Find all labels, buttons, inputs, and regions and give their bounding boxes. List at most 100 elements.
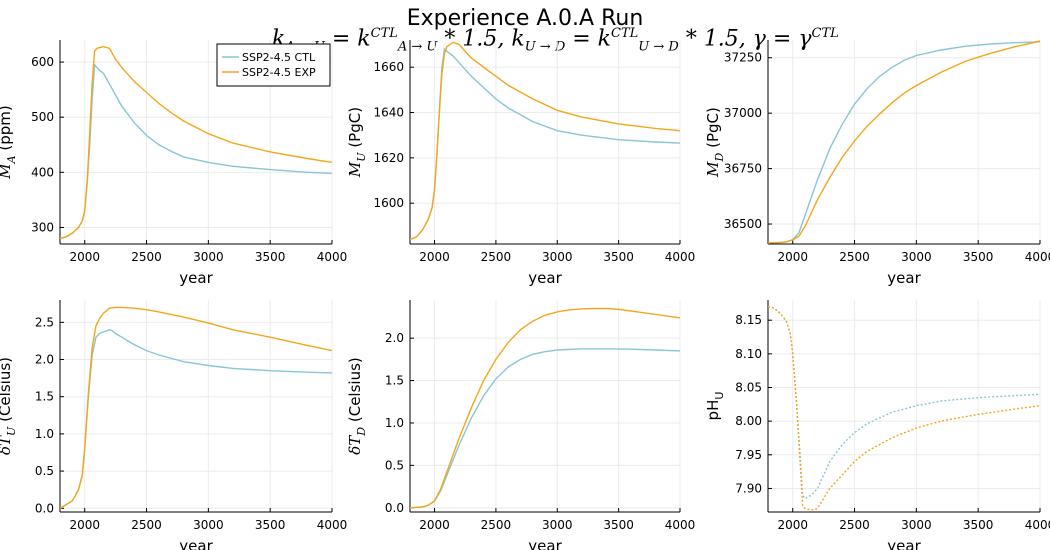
y-tick-label: 7.95	[735, 448, 762, 462]
legend-box	[216, 43, 331, 87]
y-tick-label: 1.5	[35, 390, 54, 404]
series-line-exp	[768, 40, 1040, 244]
x-tick-label: 4000	[317, 250, 348, 264]
subplot-6: 2000 2500 3000 3500 4000 7.90 7.95 8.00 8.05 8.10…	[704, 300, 1050, 550]
x-tick-label: 2000	[69, 250, 100, 264]
x-tick-label: 3000	[542, 250, 573, 264]
x-tick-label: 4000	[665, 518, 696, 532]
x-tick-label: 4000	[1025, 250, 1050, 264]
x-tick-label: 2000	[69, 518, 100, 532]
series-line-exp	[60, 45, 332, 240]
y-tick-label: 36750	[724, 162, 762, 176]
series-line-exp	[410, 41, 680, 241]
x-tick-label: 4000	[1025, 518, 1050, 532]
x-tick-label: 2500	[839, 518, 870, 532]
x-tick-label: 2500	[839, 250, 870, 264]
series-line-ctl	[60, 329, 332, 509]
series-line-ctl	[768, 306, 1040, 500]
formula-eq2: = k	[565, 26, 612, 52]
y-tick-label: 1.0	[385, 416, 404, 430]
x-tick-label: 3500	[603, 250, 634, 264]
formula-g-sup: CTL	[811, 26, 839, 41]
y-tick-label: 8.00	[735, 414, 762, 428]
formula-mult1: * 1.5, k	[437, 26, 525, 52]
x-tick-label: 3500	[255, 250, 286, 264]
y-tick-label: 7.90	[735, 481, 762, 495]
formula-eq1: = k	[324, 26, 371, 52]
formula-k2r-sup: CTL	[611, 26, 639, 41]
x-tick-label: 3000	[193, 250, 224, 264]
y-tick-label: 1620	[373, 151, 404, 165]
x-axis-label: year	[528, 537, 562, 550]
x-axis-label: year	[179, 269, 213, 287]
x-tick-label: 3000	[901, 250, 932, 264]
x-tick-label: 2000	[419, 518, 450, 532]
y-tick-label: 0.0	[35, 501, 54, 515]
y-tick-label: 2.0	[35, 353, 54, 367]
series-line-ctl	[410, 348, 680, 509]
x-tick-label: 2500	[131, 518, 162, 532]
y-tick-label: 2.0	[385, 331, 404, 345]
x-tick-label: 2500	[481, 518, 512, 532]
y-axis-label: δTD (Celsius)	[346, 357, 368, 455]
y-tick-label: 0.5	[35, 464, 54, 478]
formula-k1r-sub: A → U	[397, 39, 438, 55]
x-tick-label: 2500	[481, 250, 512, 264]
y-tick-label: 37000	[724, 106, 762, 120]
subplot-3: 2000 2500 3000 3500 4000 36500 36750 37000 37250…	[704, 40, 1050, 287]
x-tick-label: 3500	[963, 518, 994, 532]
subplot-5: 2000 2500 3000 3500 4000 0.0 0.5 1.0 1.5 2.0 year δ…	[346, 300, 695, 550]
x-axis-label: year	[179, 537, 213, 550]
series-line-exp	[410, 307, 680, 509]
x-axis-label: year	[887, 537, 921, 550]
y-tick-label: 1600	[373, 196, 404, 210]
x-tick-label: 2000	[419, 250, 450, 264]
subplot-4: 2000 2500 3000 3500 4000 0.0 0.5 1.0 1.5 2.0 2.5 ye…	[0, 300, 347, 550]
series-line-ctl	[60, 63, 332, 240]
x-tick-label: 2000	[777, 250, 808, 264]
y-tick-label: 1.5	[385, 374, 404, 388]
x-tick-label: 4000	[665, 250, 696, 264]
x-tick-label: 2000	[777, 518, 808, 532]
y-tick-label: 8.05	[735, 380, 762, 394]
x-tick-label: 3500	[603, 518, 634, 532]
y-axis-label: δTU (Celsius)	[0, 357, 18, 455]
y-tick-label: 1.0	[35, 427, 54, 441]
y-tick-label: 2.5	[35, 315, 54, 329]
formula-k2r-sub: U → D	[638, 39, 679, 55]
y-tick-label: 0.0	[385, 501, 404, 515]
y-tick-label: 1640	[373, 106, 404, 120]
y-tick-label: 36500	[724, 217, 762, 231]
legend-label: SSP2-4.5 EXP	[242, 66, 316, 79]
y-tick-label: 1660	[373, 60, 404, 74]
y-tick-label: 0.5	[385, 458, 404, 472]
series-line-ctl	[410, 47, 680, 241]
x-tick-label: 3000	[542, 518, 573, 532]
y-tick-label: 37250	[724, 51, 762, 65]
subplot-1: 2000 2500 3000 3500 4000 300 400 500 600 year MA (…	[0, 40, 347, 287]
y-tick-label: 8.15	[735, 313, 762, 327]
y-tick-label: 600	[31, 55, 54, 69]
x-axis-label: year	[887, 269, 921, 287]
series-line-exp	[768, 306, 1040, 511]
x-tick-label: 3000	[193, 518, 224, 532]
series-line-exp	[60, 306, 332, 509]
y-axis-label: MD (PgC)	[704, 107, 726, 178]
x-tick-label: 3500	[963, 250, 994, 264]
chart-subtitle-formula: kA → U = kCTLA → U * 1.5, kU → D = kCTLU…	[272, 26, 839, 55]
y-tick-label: 8.10	[735, 347, 762, 361]
x-tick-label: 2500	[131, 250, 162, 264]
x-tick-label: 4000	[317, 518, 348, 532]
y-axis-label: MU (PgC)	[346, 107, 368, 178]
formula-k2-sub: U → D	[524, 39, 566, 55]
y-axis-label: pHU	[704, 392, 726, 421]
chart-title: Experience A.0.A Run	[406, 6, 644, 31]
x-axis-label: year	[528, 269, 562, 287]
y-axis-label: MA (ppm)	[0, 105, 18, 179]
formula-mult2: * 1.5, γ = γ	[678, 26, 812, 52]
x-tick-label: 3000	[901, 518, 932, 532]
y-tick-label: 400	[31, 165, 54, 179]
legend-label: SSP2-4.5 CTL	[242, 51, 316, 64]
formula-k1r-sup: CTL	[370, 26, 398, 41]
